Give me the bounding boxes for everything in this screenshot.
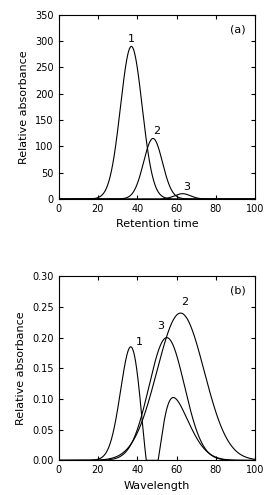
X-axis label: Wavelength: Wavelength — [124, 481, 190, 491]
X-axis label: Retention time: Retention time — [116, 219, 198, 229]
Text: 1: 1 — [136, 337, 143, 347]
Text: (a): (a) — [230, 24, 246, 34]
Text: 3: 3 — [157, 321, 164, 332]
Text: 2: 2 — [153, 126, 160, 136]
Y-axis label: Relative absorbance: Relative absorbance — [19, 50, 30, 164]
Y-axis label: Relative absorbance: Relative absorbance — [16, 311, 27, 425]
Text: 3: 3 — [183, 182, 190, 192]
Text: 1: 1 — [128, 34, 135, 44]
Text: (b): (b) — [230, 286, 246, 296]
Text: 2: 2 — [181, 297, 188, 307]
